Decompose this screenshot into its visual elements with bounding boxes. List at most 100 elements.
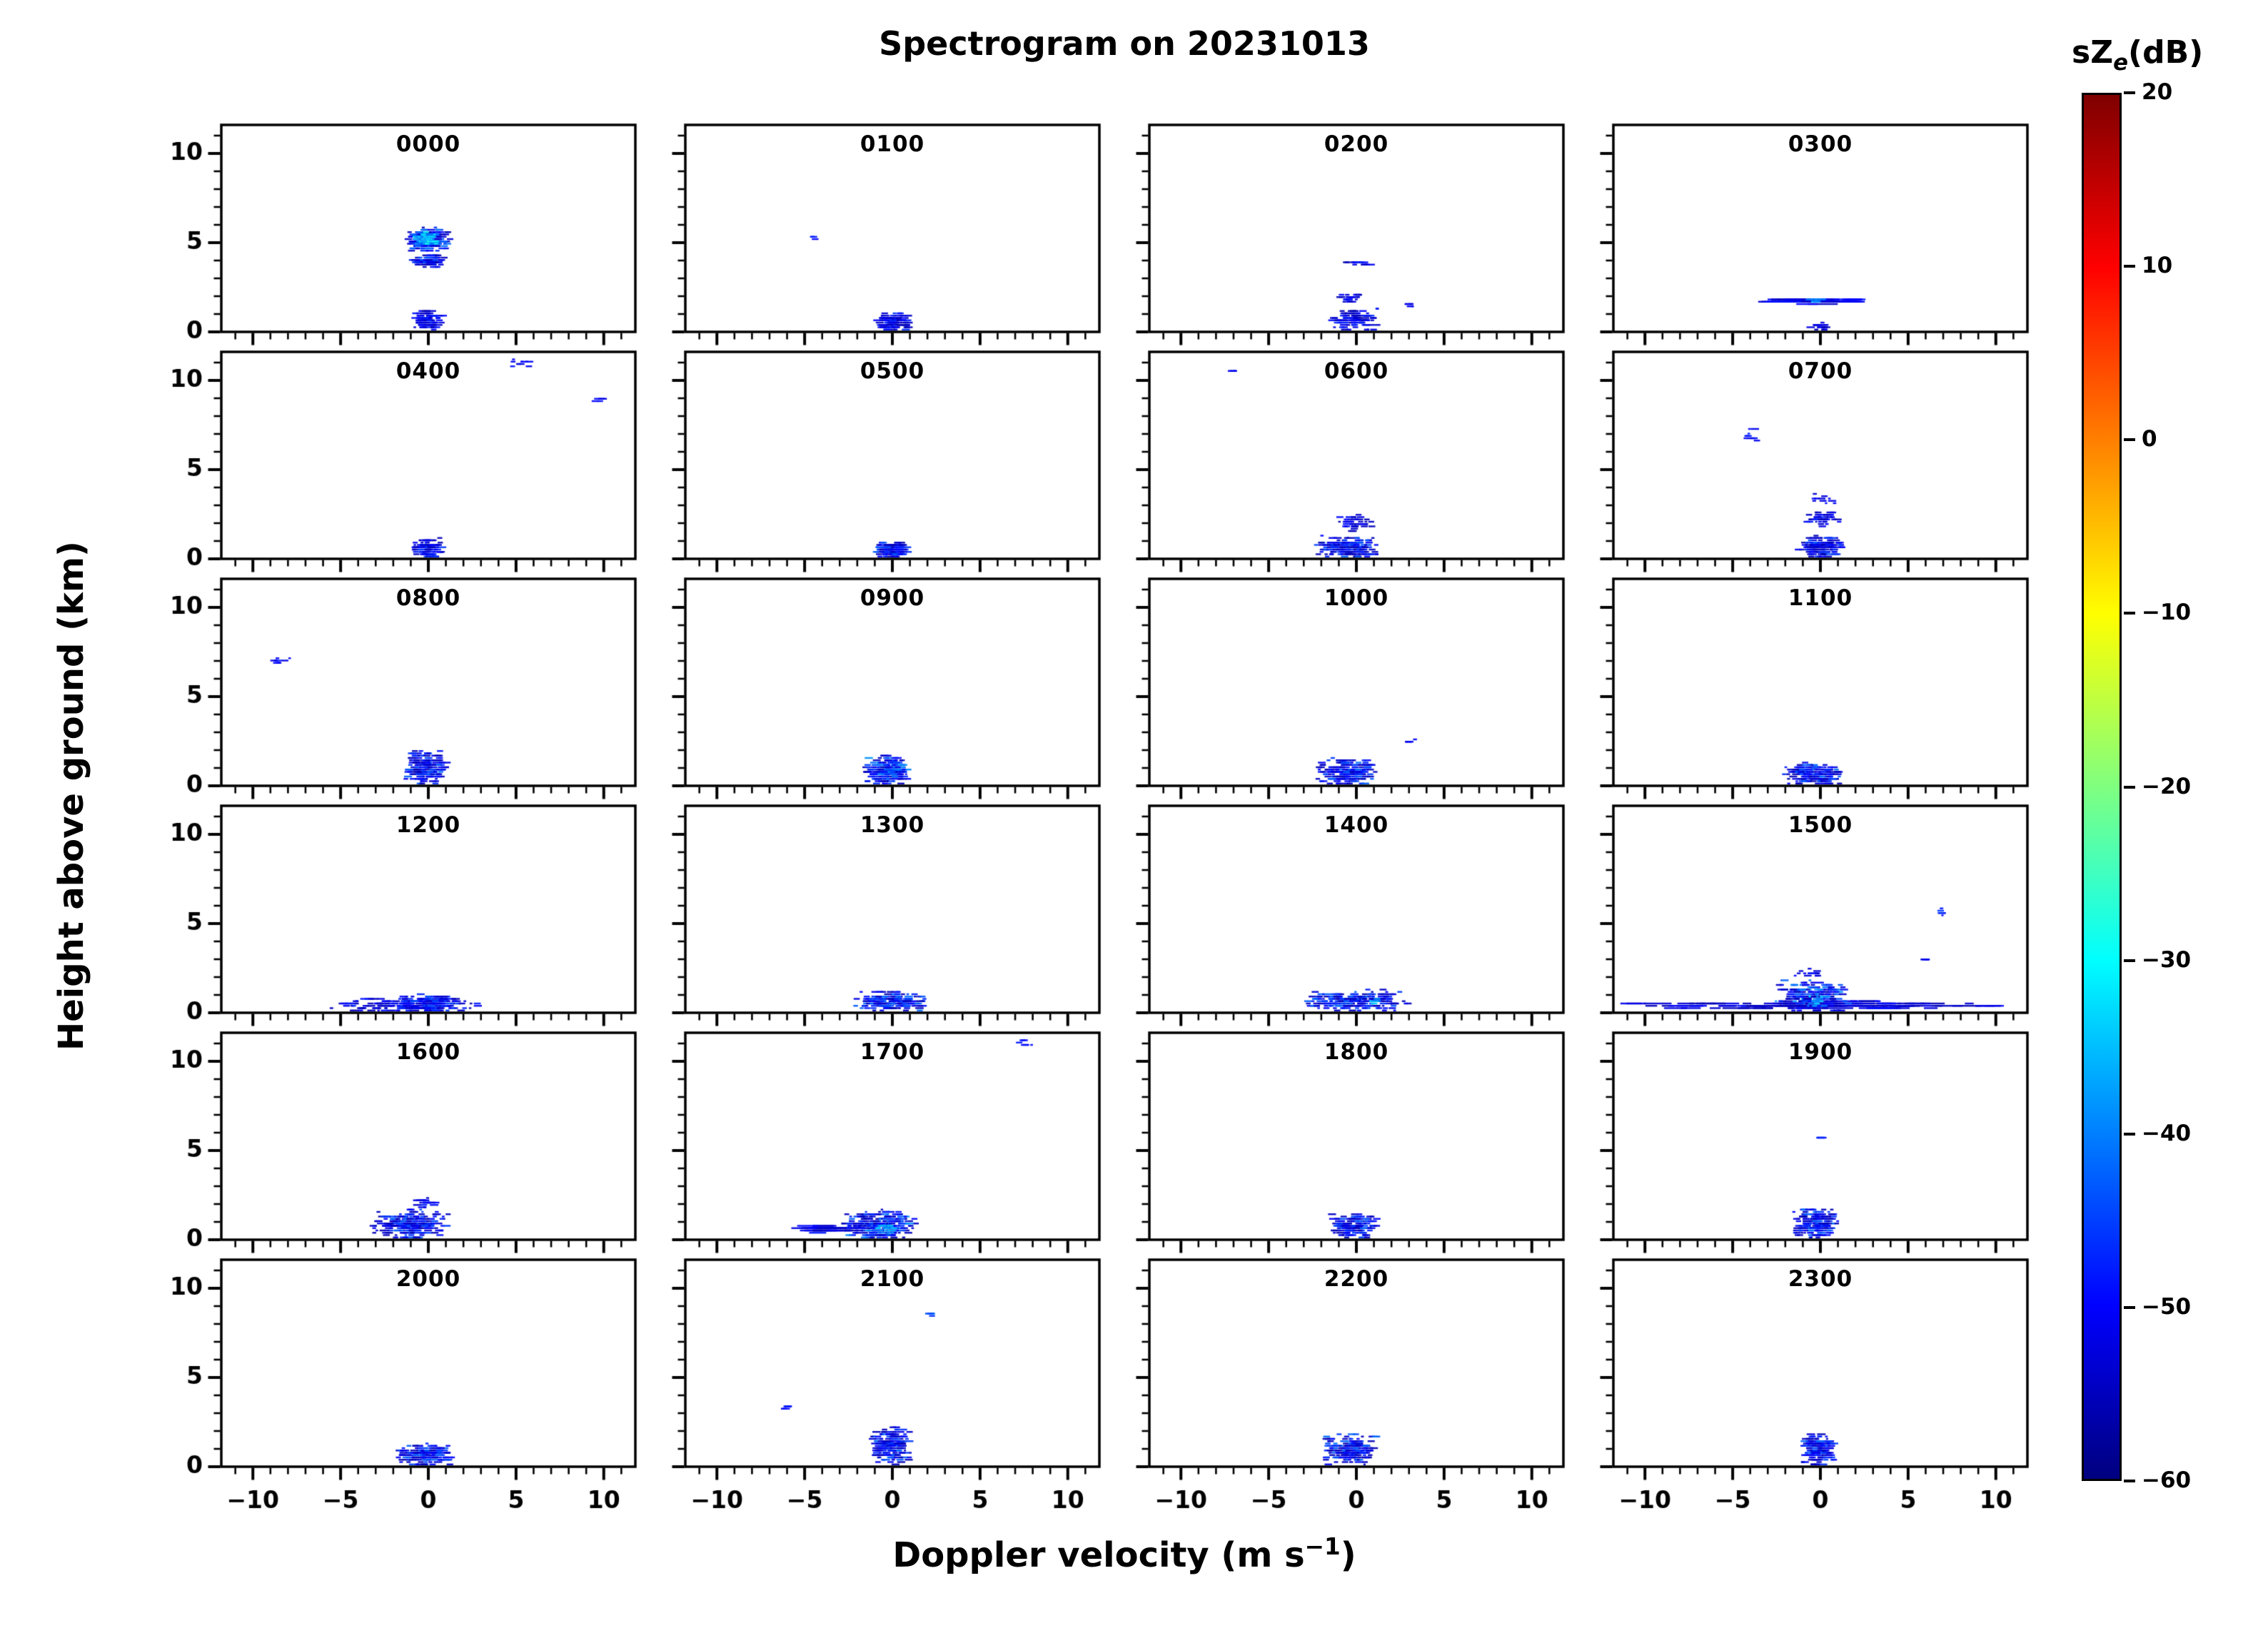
spectrogram-panel-canvas	[164, 114, 664, 385]
spectrogram-panel-0700: 0700	[1556, 341, 2056, 612]
spectrogram-panel-0800: 0800	[164, 568, 664, 839]
panel-time-label: 1800	[1324, 1039, 1389, 1065]
panel-time-label: 1300	[860, 812, 925, 838]
colorbar-tick	[2124, 438, 2135, 442]
spectrogram-panel-canvas	[1556, 1022, 2056, 1293]
colorbar-label-subscript: e	[2113, 49, 2128, 76]
spectrogram-panel-2200: 2200	[1092, 1249, 1592, 1520]
panel-time-label: 0500	[860, 358, 925, 384]
colorbar-tick	[2124, 612, 2135, 615]
spectrogram-panel-0300: 0300	[1556, 114, 2056, 385]
spectrogram-panel-0600: 0600	[1092, 341, 1592, 612]
spectrogram-panel-1500: 1500	[1556, 795, 2056, 1066]
spectrogram-panel-1200: 1200	[164, 795, 664, 1066]
colorbar-gradient	[2082, 93, 2122, 1481]
panel-time-label: 0600	[1324, 358, 1389, 384]
panel-time-label: 1000	[1324, 585, 1389, 611]
spectrogram-panel-canvas	[1556, 114, 2056, 385]
x-axis-label-close: )	[1340, 1535, 1356, 1575]
panel-time-label: 2200	[1324, 1266, 1389, 1292]
spectrogram-panel-0100: 0100	[628, 114, 1128, 385]
spectrogram-panel-1000: 1000	[1092, 568, 1592, 839]
panel-time-label: 1600	[395, 1039, 461, 1065]
panel-time-label: 1400	[1324, 812, 1389, 838]
spectrogram-panel-canvas	[164, 1249, 664, 1520]
spectrogram-panel-canvas	[1556, 795, 2056, 1066]
colorbar-tick-label: −30	[2142, 946, 2192, 973]
panel-time-label: 1100	[1788, 585, 1853, 611]
colorbar-tick-label: −20	[2142, 773, 2192, 799]
spectrogram-panel-canvas	[628, 341, 1128, 612]
colorbar-tick-label: 10	[2142, 253, 2173, 279]
panel-time-label: 0900	[860, 585, 925, 611]
spectrogram-panel-canvas	[1092, 1022, 1592, 1293]
spectrogram-panel-canvas	[628, 795, 1128, 1066]
spectrogram-panel-0900: 0900	[628, 568, 1128, 839]
spectrogram-panel-canvas	[628, 568, 1128, 839]
spectrogram-panel-2300: 2300	[1556, 1249, 2056, 1520]
panel-time-label: 0200	[1324, 131, 1389, 157]
spectrogram-panel-1600: 1600	[164, 1022, 664, 1293]
colorbar-tick	[2124, 1132, 2135, 1136]
figure-title: Spectrogram on 20231013	[879, 24, 1370, 63]
colorbar-tick	[2124, 1305, 2135, 1309]
spectrogram-panel-canvas	[164, 1022, 664, 1293]
panel-time-label: 2300	[1788, 1266, 1853, 1292]
spectrogram-panel-canvas	[1556, 1249, 2056, 1520]
spectrogram-panel-0400: 0400	[164, 341, 664, 612]
colorbar-tick	[2124, 1480, 2135, 1482]
colorbar-tick	[2124, 959, 2135, 962]
spectrogram-panel-canvas	[628, 114, 1128, 385]
spectrogram-panel-0200: 0200	[1092, 114, 1592, 385]
spectrogram-panel-2100: 2100	[628, 1249, 1128, 1520]
spectrogram-panel-1900: 1900	[1556, 1022, 2056, 1293]
colorbar-tick-label: −60	[2142, 1467, 2192, 1493]
panel-time-label: 2100	[860, 1266, 925, 1292]
panel-time-label: 0800	[395, 585, 461, 611]
colorbar-tick	[2124, 265, 2135, 268]
spectrogram-panel-canvas	[628, 1022, 1128, 1293]
panel-time-label: 1700	[860, 1039, 925, 1065]
spectrogram-panel-canvas	[1092, 114, 1592, 385]
x-axis-label: Doppler velocity (m s−1)	[892, 1533, 1356, 1575]
x-axis-label-superscript: −1	[1304, 1533, 1341, 1560]
spectrogram-panel-canvas	[164, 795, 664, 1066]
panel-time-label: 0700	[1788, 358, 1853, 384]
panel-time-label: 1200	[395, 812, 461, 838]
panel-time-label: 1500	[1788, 812, 1853, 838]
colorbar-tick-label: 20	[2142, 79, 2173, 105]
panel-time-label: 1900	[1788, 1039, 1853, 1065]
spectrogram-panel-canvas	[1092, 1249, 1592, 1520]
spectrogram-panel-0000: 0000	[164, 114, 664, 385]
panel-time-label: 2000	[395, 1266, 461, 1292]
colorbar: sZe(dB) 20 10 0 −10 −20 −30 −40 −50 −60	[2072, 34, 2203, 1493]
panel-time-label: 0300	[1788, 131, 1853, 157]
spectrogram-panel-canvas	[1092, 568, 1592, 839]
panel-time-label: 0400	[395, 358, 461, 384]
panel-grid: 0000 0100 0200 0300 0400 0500 0600 0700 0800 0900…	[164, 114, 2056, 1520]
spectrogram-panel-1300: 1300	[628, 795, 1128, 1066]
spectrogram-panel-1800: 1800	[1092, 1022, 1592, 1293]
spectrogram-panel-canvas	[1556, 568, 2056, 839]
panel-time-label: 0100	[860, 131, 925, 157]
spectrogram-panel-1700: 1700	[628, 1022, 1128, 1293]
colorbar-tick-label: −40	[2142, 1120, 2192, 1146]
spectrogram-panel-2000: 2000	[164, 1249, 664, 1520]
spectrogram-panel-1400: 1400	[1092, 795, 1592, 1066]
colorbar-label-prefix: sZ	[2072, 34, 2114, 71]
colorbar-tick-label: 0	[2142, 426, 2157, 452]
spectrogram-panel-canvas	[164, 568, 664, 839]
colorbar-label: sZe(dB)	[2072, 34, 2203, 76]
spectrogram-panel-canvas	[628, 1249, 1128, 1520]
x-axis-label-text: Doppler velocity (m s	[892, 1535, 1305, 1575]
spectrogram-panel-canvas	[1092, 341, 1592, 612]
y-axis-label: Height above ground (km)	[51, 541, 91, 1051]
spectrogram-panel-1100: 1100	[1556, 568, 2056, 839]
spectrogram-panel-canvas	[1092, 795, 1592, 1066]
spectrogram-panel-0500: 0500	[628, 341, 1128, 612]
colorbar-tick	[2124, 91, 2135, 94]
panel-time-label: 0000	[395, 131, 461, 157]
spectrogram-panel-canvas	[1556, 341, 2056, 612]
colorbar-tick	[2124, 785, 2135, 789]
